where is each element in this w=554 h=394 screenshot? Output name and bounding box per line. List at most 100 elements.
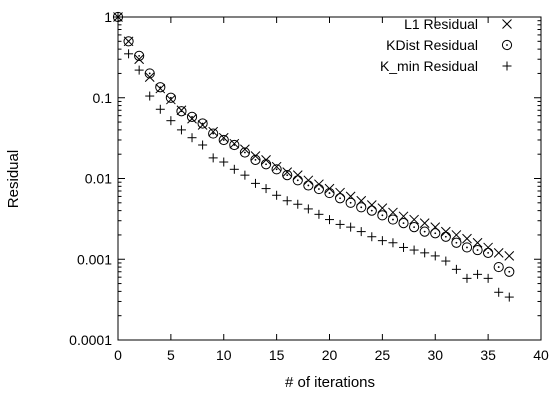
legend-label-kdist-residual: KDist Residual — [386, 37, 478, 53]
l1-residual-point — [197, 120, 208, 130]
kdist-residual-point — [334, 193, 346, 204]
k-min-residual-point — [176, 125, 186, 135]
kdist-residual-point — [461, 242, 473, 253]
y-tick-label: 0.001 — [77, 251, 112, 267]
x-tick-label: 0 — [114, 347, 122, 363]
y-tick-label: 0.1 — [93, 90, 113, 106]
l1-residual-point — [366, 200, 377, 210]
kdist-residual-point — [186, 111, 198, 122]
l1-residual-point — [250, 151, 261, 161]
kdist-residual-point — [504, 266, 515, 277]
l1-residual-point — [504, 251, 515, 261]
k-min-residual-point — [314, 209, 324, 219]
kdist-residual-series — [112, 11, 515, 277]
legend-marker-k-min-residual — [502, 61, 512, 71]
k-min-residual-point — [367, 232, 377, 242]
l1-residual-point — [134, 54, 145, 65]
l1-residual-point — [409, 214, 419, 225]
l1-residual-point — [208, 126, 219, 137]
kdist-residual-point — [123, 36, 134, 47]
k-min-residual-point — [388, 238, 398, 248]
kdist-residual-point — [409, 222, 420, 233]
l1-residual-point — [493, 248, 504, 258]
l1-residual-point — [440, 226, 451, 237]
kdist-residual-point — [430, 228, 441, 239]
kdist-residual-point — [155, 82, 166, 93]
l1-residual-point — [229, 138, 240, 149]
kdist-residual-point — [377, 210, 388, 221]
k-min-residual-point — [272, 190, 282, 200]
x-tick-label: 30 — [427, 347, 443, 363]
legend-marker-l1-residual — [502, 19, 512, 29]
k-min-residual-point — [219, 157, 229, 167]
l1-residual-point — [282, 167, 293, 177]
y-axis-title: Residual — [5, 150, 22, 208]
k-min-residual-point — [356, 227, 366, 237]
x-tick-label: 10 — [216, 347, 232, 363]
legend-label-l1-residual: L1 Residual — [404, 16, 478, 32]
l1-residual-point — [144, 72, 155, 82]
k-min-residual-point — [430, 251, 440, 261]
l1-residual-point — [419, 218, 430, 228]
l1-residual-point — [292, 170, 303, 181]
k-min-residual-point — [124, 49, 134, 59]
k-min-residual-point — [504, 292, 514, 302]
k-min-residual-series — [113, 12, 514, 302]
kdist-residual-point — [292, 175, 303, 186]
legend-marker-kdist-residual — [501, 39, 513, 51]
l1-residual-point — [166, 94, 176, 105]
x-tick-label: 25 — [375, 347, 391, 363]
l1-residual-point — [155, 83, 166, 94]
kdist-residual-point — [271, 164, 282, 175]
l1-residual-point — [271, 161, 282, 172]
k-min-residual-point — [346, 222, 356, 232]
k-min-residual-point — [198, 140, 208, 150]
l1-residual-point — [240, 144, 250, 155]
k-min-residual-point — [483, 273, 493, 283]
kdist-residual-point — [419, 226, 430, 237]
k-min-residual-point — [282, 196, 292, 206]
ticks: 0 5 10 15 20 25 30 35 40 1 0.1 0.01 0.001 0.0001 — [69, 9, 549, 363]
kdist-residual-point — [356, 202, 367, 213]
k-min-residual-point — [240, 170, 250, 180]
l1-residual-point — [303, 175, 314, 186]
kdist-residual-point — [197, 118, 208, 129]
l1-residual-point — [388, 207, 398, 218]
y-tick-label: 0.0001 — [69, 332, 112, 348]
kdist-residual-point — [134, 50, 145, 61]
l1-residual-point — [187, 113, 197, 124]
kdist-residual-point — [324, 187, 335, 199]
kdist-residual-point — [239, 147, 250, 158]
kdist-residual-point — [250, 154, 261, 165]
data-series — [112, 11, 515, 302]
k-min-residual-point — [145, 91, 155, 101]
k-min-residual-point — [399, 242, 409, 252]
k-min-residual-point — [473, 269, 483, 279]
kdist-residual-point — [260, 159, 272, 170]
k-min-residual-point — [462, 273, 472, 283]
k-min-residual-point — [155, 104, 165, 114]
k-min-residual-point — [494, 287, 504, 297]
kdist-residual-point — [451, 237, 462, 248]
kdist-residual-point — [176, 106, 187, 117]
kdist-residual-point — [303, 180, 314, 191]
k-min-residual-point — [420, 248, 430, 258]
kdist-residual-point — [472, 244, 483, 256]
l1-residual-series — [113, 12, 515, 261]
kdist-residual-point — [144, 68, 155, 79]
y-tick-label: 0.01 — [85, 171, 112, 187]
k-min-residual-point — [250, 178, 260, 188]
k-min-residual-point — [325, 215, 334, 225]
k-min-residual-point — [441, 256, 451, 266]
l1-residual-point — [430, 222, 441, 232]
kdist-residual-point — [440, 231, 451, 242]
x-tick-label: 5 — [167, 347, 175, 363]
y-tick-label: 1 — [104, 9, 112, 25]
x-tick-label: 20 — [322, 347, 338, 363]
kdist-residual-point — [313, 183, 325, 195]
kdist-residual-point — [218, 134, 229, 146]
k-min-residual-point — [335, 219, 345, 229]
x-tick-label: 15 — [269, 347, 285, 363]
kdist-residual-point — [493, 261, 504, 273]
